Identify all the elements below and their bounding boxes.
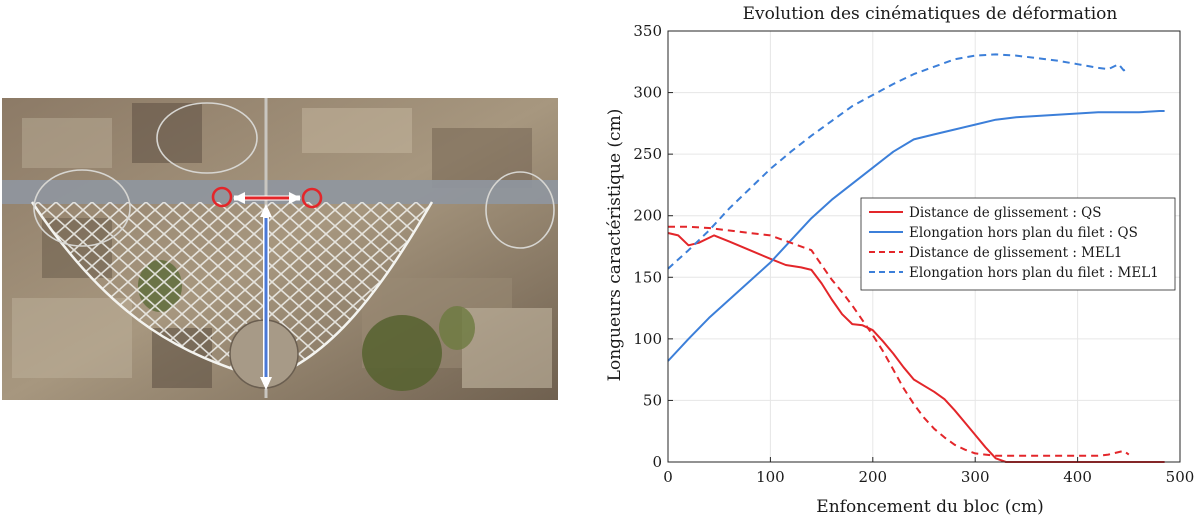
plot-frame [667,30,1181,463]
y-tick-label: 50 [643,391,662,409]
legend-box [860,197,1176,291]
deformation-chart: Evolution des cinématiques de déformatio… [598,0,1200,520]
chart-title: Evolution des cinématiques de déformatio… [743,4,1118,24]
y-tick-label: 200 [633,207,662,225]
x-tick-label: 300 [961,468,990,486]
legend-label-4: Elongation hors plan du filet : MEL1 [909,265,1159,281]
y-axis-label: Longueurs caractéristique (cm) [605,109,625,382]
y-tick-label: 350 [633,22,662,40]
series-line-2 [667,110,1165,362]
y-tick-label: 250 [633,145,662,163]
legend-items: Distance de glissement : QS Elongation ho… [869,205,1159,281]
chart-legend: Distance de glissement : QS Elongation ho… [860,197,1176,291]
x-tick-label: 200 [858,468,887,486]
legend-label-2: Elongation hors plan du filet : QS [909,225,1138,241]
chart-canvas: Evolution des cinématiques de déformatio… [605,4,1194,517]
x-tick-label: 500 [1166,468,1195,486]
measurement-markers [211,186,323,390]
x-tick-label: 400 [1063,468,1092,486]
anchor-marker-right [301,187,323,209]
y-tick-label: 100 [633,330,662,348]
axis-ticks: 0 100 200 300 400 500 0 50 100 150 200 250 300 350 [633,22,1194,486]
net-mesh [32,202,432,380]
x-axis-label: Enfoncement du bloc (cm) [816,497,1043,517]
photo-illustration [2,98,558,400]
y-tick-label: 0 [652,453,662,471]
arrowhead-up-icon [260,204,272,217]
x-tick-label: 0 [663,468,673,486]
rockfall-net-photo [2,98,558,400]
arrowhead-down-icon [260,377,272,390]
arrowhead-right-icon [289,192,301,204]
y-tick-label: 300 [633,84,662,102]
legend-label-1: Distance de glissement : QS [909,205,1101,221]
ring-brakes [33,102,555,249]
y-tick-label: 150 [633,268,662,286]
arrowhead-left-icon [233,192,245,204]
x-tick-label: 100 [756,468,785,486]
series-line-4 [667,53,1130,270]
anchor-marker-left [211,186,233,208]
legend-label-3: Distance de glissement : MEL1 [909,245,1122,261]
rock-texture [12,103,552,388]
